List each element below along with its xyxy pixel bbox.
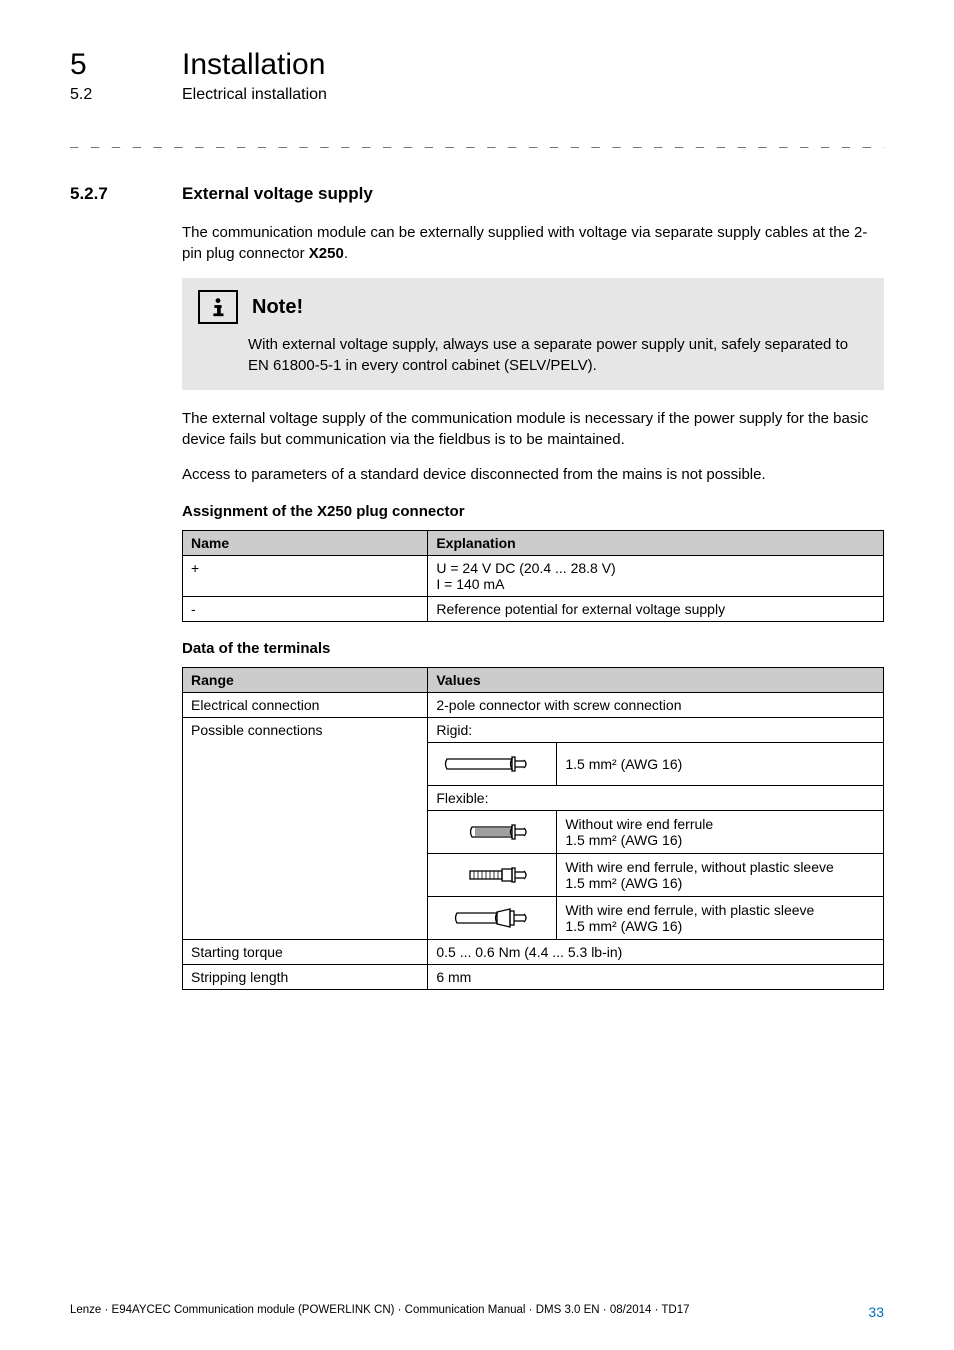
subchapter-title: Electrical installation bbox=[182, 86, 327, 104]
t1-r2c2: Reference potential for external voltage… bbox=[428, 597, 884, 622]
t2-flex2: With wire end ferrule, without plastic s… bbox=[557, 854, 884, 897]
t2-st-l: Starting torque bbox=[183, 940, 428, 965]
flex-ferrule-sl-icon bbox=[428, 897, 557, 940]
t2-rigid-v: 1.5 mm² (AWG 16) bbox=[557, 743, 884, 786]
chapter-number: 5 bbox=[70, 48, 134, 82]
section-title: External voltage supply bbox=[182, 184, 373, 204]
t2-flex-h: Flexible: bbox=[428, 786, 884, 811]
flex-noferrule-icon bbox=[428, 811, 557, 854]
subchapter-number: 5.2 bbox=[70, 86, 134, 104]
chapter-title: Installation bbox=[182, 48, 325, 82]
heading-terminals: Data of the terminals bbox=[182, 640, 884, 657]
t2-sl-l: Stripping length bbox=[183, 965, 428, 990]
note-body: With external voltage supply, always use… bbox=[248, 334, 868, 376]
t1-r2c1: - bbox=[183, 597, 428, 622]
para1a: The communication module can be external… bbox=[182, 224, 867, 262]
t2-h-values: Values bbox=[428, 668, 884, 693]
t1-h-expl: Explanation bbox=[428, 531, 884, 556]
t2-h-range: Range bbox=[183, 668, 428, 693]
section-number: 5.2.7 bbox=[70, 184, 134, 204]
note-title: Note! bbox=[252, 296, 303, 319]
t1-r1c1: + bbox=[183, 556, 428, 597]
t2-ec-v: 2-pole connector with screw connection bbox=[428, 693, 884, 718]
flex-ferrule-nosl-icon bbox=[428, 854, 557, 897]
info-icon bbox=[198, 290, 238, 324]
t2-rigid-h: Rigid: bbox=[428, 718, 884, 743]
t2-pc-l: Possible connections bbox=[183, 718, 428, 940]
t1-r1c2b: I = 140 mA bbox=[436, 576, 875, 592]
table-x250: Name Explanation + U = 24 V DC (20.4 ...… bbox=[182, 530, 884, 622]
t2-st-v: 0.5 ... 0.6 Nm (4.4 ... 5.3 lb-in) bbox=[428, 940, 884, 965]
t2-flex1: Without wire end ferrule 1.5 mm² (AWG 16… bbox=[557, 811, 884, 854]
paragraph-2: The external voltage supply of the commu… bbox=[182, 408, 884, 450]
para1b: X250 bbox=[309, 245, 344, 262]
t1-r1c2: U = 24 V DC (20.4 ... 28.8 V) I = 140 mA bbox=[428, 556, 884, 597]
rigid-wire-icon bbox=[428, 743, 557, 786]
t1-r1c2a: U = 24 V DC (20.4 ... 28.8 V) bbox=[436, 560, 875, 576]
t2-sl-v: 6 mm bbox=[428, 965, 884, 990]
t1-h-name: Name bbox=[183, 531, 428, 556]
paragraph-intro: The communication module can be external… bbox=[182, 222, 884, 264]
note-box: Note! With external voltage supply, alwa… bbox=[182, 278, 884, 390]
footer-left: Lenze · E94AYCEC Communication module (P… bbox=[70, 1304, 690, 1320]
heading-x250: Assignment of the X250 plug connector bbox=[182, 503, 884, 520]
para1c: . bbox=[344, 245, 348, 262]
divider-rule: _ _ _ _ _ _ _ _ _ _ _ _ _ _ _ _ _ _ _ _ … bbox=[70, 132, 884, 148]
table-terminals: Range Values Electrical connection 2-pol… bbox=[182, 667, 884, 990]
t2-flex3: With wire end ferrule, with plastic slee… bbox=[557, 897, 884, 940]
paragraph-3: Access to parameters of a standard devic… bbox=[182, 464, 884, 485]
page-number: 33 bbox=[868, 1304, 884, 1320]
t2-ec-l: Electrical connection bbox=[183, 693, 428, 718]
